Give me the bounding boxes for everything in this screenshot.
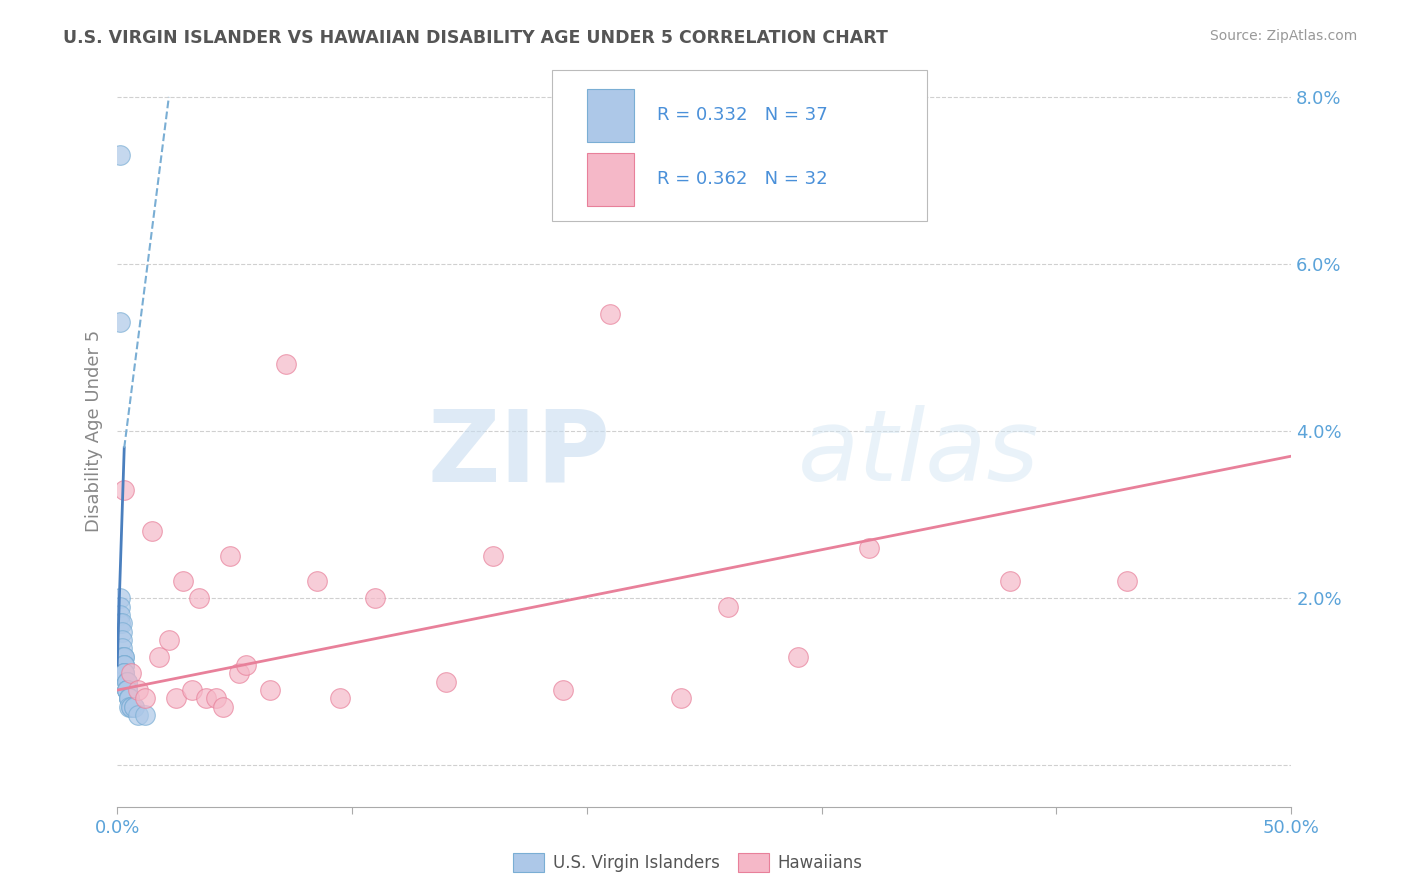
Y-axis label: Disability Age Under 5: Disability Age Under 5 [86,330,103,533]
Point [717,599,740,614]
Point [858,541,880,555]
Point [998,574,1021,589]
Point [118,699,141,714]
Point [434,674,457,689]
Text: Hawaiians: Hawaiians [778,854,862,871]
Point [276,357,298,371]
Point [112,658,135,673]
Point [599,307,621,321]
Text: U.S. Virgin Islanders: U.S. Virgin Islanders [553,854,720,871]
Point [115,674,138,689]
Point [553,683,575,698]
Point [112,666,135,681]
Point [108,591,131,606]
Point [118,691,141,706]
Point [112,666,135,681]
Point [115,683,138,698]
Point [115,683,138,698]
Point [118,691,141,706]
Point [120,699,142,714]
Text: R = 0.332   N = 37: R = 0.332 N = 37 [657,106,828,124]
Point [111,624,134,639]
Point [112,658,135,673]
Point [329,691,352,706]
FancyBboxPatch shape [586,153,634,205]
Point [112,649,135,664]
Text: Source: ZipAtlas.com: Source: ZipAtlas.com [1209,29,1357,44]
Point [212,699,235,714]
Point [228,666,250,681]
Point [157,632,180,647]
Point [482,549,505,564]
Point [181,683,204,698]
Point [111,649,134,664]
Point [165,691,187,706]
Point [127,708,149,723]
Text: atlas: atlas [799,405,1040,502]
Point [111,641,134,656]
Point [112,483,135,497]
FancyBboxPatch shape [551,70,928,220]
Point [1116,574,1139,589]
Point [111,616,134,631]
Point [108,316,131,330]
Text: ZIP: ZIP [427,405,610,502]
Point [127,683,149,698]
Point [115,683,138,698]
Point [235,658,257,673]
Point [115,674,138,689]
Point [134,691,156,706]
Point [115,683,138,698]
Point [259,683,281,698]
Point [669,691,692,706]
Point [122,699,145,714]
Point [108,599,131,614]
Point [219,549,242,564]
Point [364,591,387,606]
Point [172,574,194,589]
Point [204,691,226,706]
Point [120,699,142,714]
Point [112,649,135,664]
Point [148,649,170,664]
FancyBboxPatch shape [586,89,634,142]
Point [108,616,131,631]
Point [115,674,138,689]
Point [134,708,156,723]
Point [108,148,131,162]
Point [305,574,328,589]
Text: R = 0.362   N = 32: R = 0.362 N = 32 [657,170,828,188]
Text: U.S. VIRGIN ISLANDER VS HAWAIIAN DISABILITY AGE UNDER 5 CORRELATION CHART: U.S. VIRGIN ISLANDER VS HAWAIIAN DISABIL… [63,29,889,47]
Point [141,524,163,539]
Point [108,607,131,622]
Point [118,691,141,706]
Point [111,632,134,647]
Point [122,699,145,714]
Point [112,666,135,681]
Point [787,649,810,664]
Point [120,666,142,681]
Point [188,591,211,606]
Point [195,691,218,706]
Point [118,691,141,706]
Point [112,658,135,673]
